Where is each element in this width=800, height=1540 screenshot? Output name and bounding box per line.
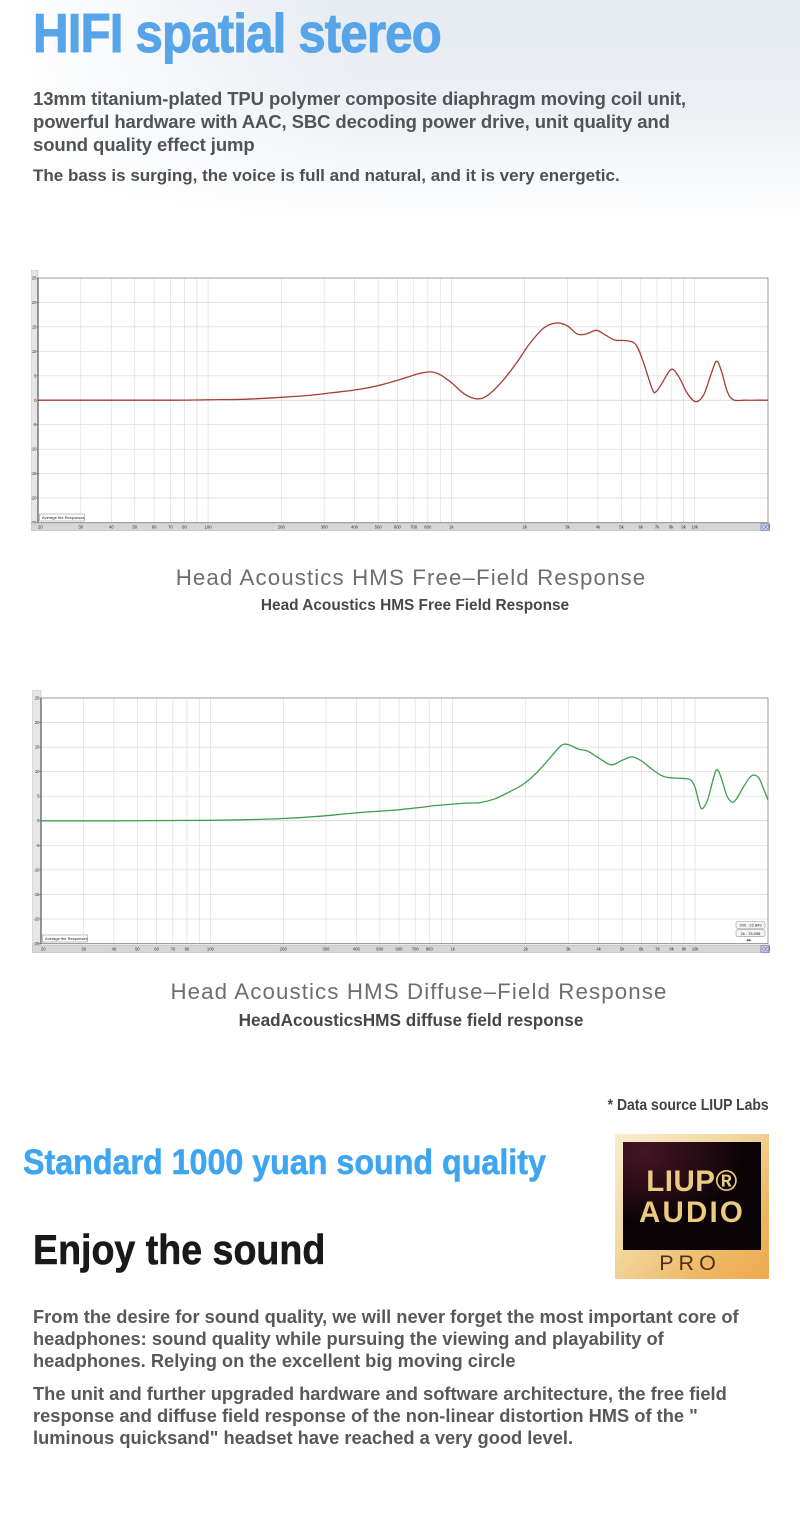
svg-text:70: 70 (170, 947, 175, 952)
svg-text:-20: -20 (31, 496, 37, 501)
svg-text:7k: 7k (655, 525, 660, 530)
svg-text:50: 50 (135, 947, 140, 952)
svg-text:8k: 8k (669, 525, 674, 530)
svg-text:300: 300 (321, 525, 329, 530)
svg-text:400: 400 (351, 525, 359, 530)
svg-text:50: 50 (132, 525, 137, 530)
svg-text:25: 25 (32, 276, 37, 281)
svg-text:10k: 10k (691, 525, 699, 530)
svg-text:80: 80 (182, 525, 187, 530)
svg-text:60: 60 (154, 947, 159, 952)
svg-text:200: 200 (278, 525, 286, 530)
svg-text:400: 400 (353, 947, 361, 952)
svg-text:500: 500 (376, 947, 384, 952)
svg-text:-25: -25 (33, 941, 40, 946)
svg-text:-10: -10 (33, 867, 40, 872)
svg-text:800: 800 (424, 525, 432, 530)
svg-text:-5: -5 (36, 843, 40, 848)
svg-text:-25: -25 (31, 520, 37, 525)
svg-text:9k: 9k (682, 947, 687, 952)
svg-text:60: 60 (152, 525, 157, 530)
svg-text:20: 20 (38, 525, 43, 530)
svg-text:300: 300 (323, 947, 331, 952)
svg-text:15: 15 (35, 745, 40, 750)
svg-text:700: 700 (412, 947, 420, 952)
svg-text:5k: 5k (620, 947, 625, 952)
svg-text:70: 70 (168, 525, 173, 530)
svg-text:20: 20 (41, 947, 46, 952)
svg-text:4k: 4k (596, 947, 601, 952)
svg-text:-15: -15 (31, 471, 37, 476)
svg-text:6k: 6k (639, 947, 644, 952)
svg-text:10: 10 (35, 769, 40, 774)
svg-text:2k: 2k (523, 947, 528, 952)
svg-text:600: 600 (394, 525, 402, 530)
svg-text:25: 25 (35, 696, 40, 701)
svg-text:◂ ▸: ◂ ▸ (746, 938, 752, 944)
svg-text:9k: 9k (681, 525, 686, 530)
svg-text:7k: 7k (655, 947, 660, 952)
svg-text:Average the Responses: Average the Responses (45, 936, 88, 941)
svg-text:20: 20 (35, 720, 40, 725)
svg-text:100: 100 (207, 947, 215, 952)
svg-text:10k: 10k (692, 947, 700, 952)
svg-text:0: 0 (34, 398, 37, 403)
svg-text:40: 40 (109, 525, 114, 530)
svg-text:8k: 8k (669, 947, 674, 952)
svg-text:30: 30 (78, 525, 83, 530)
svg-text:200: 200 (280, 947, 288, 952)
svg-text:1k: 1k (450, 947, 455, 952)
svg-text:30: 30 (81, 947, 86, 952)
svg-text:-20: -20 (33, 917, 40, 922)
svg-text:700: 700 (410, 525, 418, 530)
svg-text:3k: 3k (566, 947, 571, 952)
svg-text:10: 10 (32, 349, 37, 354)
svg-text:3k: 3k (565, 525, 570, 530)
svg-text:800: 800 (426, 947, 434, 952)
svg-text:600: 600 (396, 947, 404, 952)
svg-text:200 : 22.849: 200 : 22.849 (739, 923, 762, 928)
svg-text:2k: 2k (522, 525, 527, 530)
svg-text:15: 15 (32, 324, 37, 329)
svg-text:20: 20 (32, 300, 37, 305)
svg-text:2k : 78.098: 2k : 78.098 (741, 931, 762, 936)
svg-text:6k: 6k (639, 525, 644, 530)
svg-text:1k: 1k (449, 525, 454, 530)
svg-text:80: 80 (185, 947, 190, 952)
svg-text:100: 100 (205, 525, 213, 530)
svg-text:-5: -5 (33, 422, 37, 427)
svg-text:-15: -15 (33, 892, 40, 897)
svg-text:40: 40 (112, 947, 117, 952)
svg-text:-10: -10 (31, 447, 37, 452)
svg-text:5: 5 (34, 373, 37, 378)
svg-text:5k: 5k (619, 525, 624, 530)
svg-text:5: 5 (37, 794, 40, 799)
svg-text:500: 500 (375, 525, 383, 530)
svg-text:Average the Responses: Average the Responses (42, 515, 85, 520)
svg-text:4k: 4k (596, 525, 601, 530)
svg-text:0: 0 (37, 818, 40, 823)
